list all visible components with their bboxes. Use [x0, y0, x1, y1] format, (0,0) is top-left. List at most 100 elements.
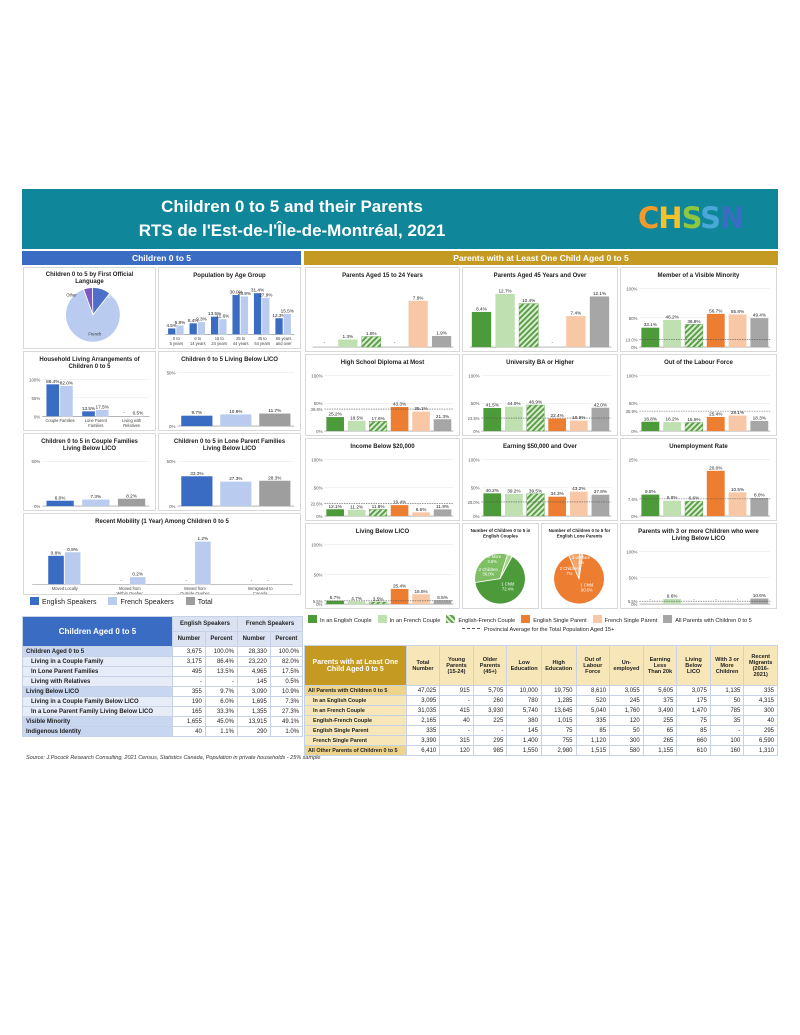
chart-svg-household: Household Living Arrangements ofChildren… [29, 357, 150, 428]
table-cell: 19,750 [540, 685, 577, 696]
bar-label-three_kids-0: - [650, 597, 652, 602]
pie-label-lang-1: English [108, 293, 122, 298]
table-cell: 315 [439, 735, 474, 746]
bar-minority-1 [663, 320, 682, 348]
col-header-3: Percent [269, 631, 304, 647]
y-tick-parent_lico: 100% [311, 542, 322, 547]
bar-parent_lico-3 [390, 588, 409, 605]
bar-label-minority-2: 38.8% [687, 319, 700, 324]
chart-title-household: Children 0 to 5 [69, 364, 112, 370]
y-tick-earning: 50% [471, 486, 480, 491]
bar-label-parent_lico-4: 16.5% [414, 589, 427, 594]
bar-label-highschool-3: 43.3% [393, 402, 406, 407]
bar-label-labour-5: 18.3% [753, 415, 766, 420]
table-row: Living Below LICO 355 9.7% 3,090 10.9% [22, 686, 304, 697]
bar-label-three_kids-3: - [715, 597, 717, 602]
bar-label-unemployment-2: 6.6% [689, 496, 700, 501]
chart-title-couple_lico: Living Below LICO [63, 446, 117, 452]
table-cell: 415 [439, 705, 474, 716]
bar-earning-0 [483, 493, 502, 517]
col-header-6: Un-employed [609, 645, 644, 686]
table-cell: 10,000 [506, 685, 542, 696]
y-tick-household: 50% [31, 396, 40, 401]
chart-panel-labour: Out of the Labour Force 100% 50% 0% 16.8% 16.… [620, 354, 777, 436]
table-cell: 290 [236, 726, 271, 737]
table-cell: 23,220 [236, 656, 271, 667]
table-cell: 7.3% [269, 696, 304, 707]
table-cell: 1,355 [236, 706, 271, 717]
pie-label-couple_kids-1: 2 Children [479, 567, 499, 572]
table-cell: 785 [709, 705, 745, 716]
row-label: Living Below LICO [22, 686, 173, 697]
y-tick-income: 0% [316, 514, 322, 519]
chart-title-lico: Children 0 to 5 Living Below LICO [181, 357, 278, 363]
chart-svg-university: University BA or Higher 100% 50% 0% 41.5% 44.… [468, 360, 612, 434]
pie-label-lone_kids-0: 90.6% [581, 587, 593, 592]
table-cell: 335 [743, 685, 778, 696]
table-cell: 1,515 [575, 745, 611, 756]
table-cell: 165 [172, 706, 206, 717]
chart-panel-lico: Children 0 to 5 Living Below LICO 50% 0% 9.… [158, 351, 301, 431]
table-cell: 495 [172, 666, 206, 677]
pie-label-lone_kids-1: 7% [566, 571, 572, 576]
table-cell: 190 [172, 696, 206, 707]
legend-english: English Speakers [30, 597, 96, 606]
bar-unemployment-0 [641, 494, 660, 517]
bar-earning-3 [548, 496, 567, 517]
bar-labour-5 [750, 420, 769, 432]
bar-mobility-3 [129, 577, 146, 585]
chart-panel-couple_lico: Children 0 to 5 in Couple Families Living… [23, 433, 156, 511]
table-row: In an French Couple 31,035 415 3,930 5,740 13… [304, 705, 778, 716]
table-cell: 28,330 [236, 646, 271, 657]
bar-label-parent_lico-0: 5.7% [330, 595, 341, 600]
table-cell: 120 [609, 715, 644, 726]
chart-panel-three_kids: Parents with 3 or more Children who were… [620, 523, 777, 609]
table-cell: 3,075 [676, 685, 711, 696]
bar-age-5 [219, 319, 227, 335]
x-category-age: 0 to [173, 336, 181, 341]
table-cell: 660 [676, 735, 711, 746]
pie-label-couple_kids-2: 3.6% [487, 559, 497, 564]
pie-label-couple_kids-0: 1 Child [501, 581, 515, 586]
bar-p15_24-2 [361, 336, 382, 348]
table-row: In an English Couple 3,095-260 780 1,285 520… [304, 695, 778, 706]
table-cell: 100.0% [269, 646, 304, 657]
parents-table-title: Parents with at Least One Child Aged 0 t… [304, 645, 407, 686]
table-cell: 3,055 [609, 685, 644, 696]
bar-highschool-5 [433, 419, 452, 432]
chart-svg-earning: Earning $50,000 and Over 100% 50% 0% 40.2% 39… [468, 444, 612, 519]
row-label: In Lone Parent Families [22, 666, 173, 677]
table-cell: 100 [709, 735, 745, 746]
table-cell: 35 [709, 715, 745, 726]
bar-label-parent_lico-3: 25.4% [393, 583, 406, 588]
x-category-mobility: Within Quebec [117, 591, 144, 594]
table-row: English-French Couple 2,165 40 225 380 1,015 3… [304, 715, 778, 726]
bar-minority-2 [684, 324, 704, 348]
x-category-mobility: Canada [253, 591, 268, 594]
bar-label-minority-0: 33.1% [644, 322, 657, 327]
table-cell: 260 [472, 695, 508, 706]
y-tick-lico: 50% [167, 370, 176, 375]
bar-label-university-2: 46.9% [529, 400, 542, 405]
bar-label-three_kids-5: 10.6% [753, 593, 766, 598]
bar-label-p15_24-3: - [394, 340, 396, 345]
chart-svg-p15_24: Parents Aged 15 to 24 Years - 1.3% 1.8% - 7.9… [312, 273, 454, 348]
bar-label-mobility-5: 1.2% [198, 536, 209, 541]
table-cell: 82.0% [269, 656, 304, 667]
chart-title-minority: Member of a Visible Minority [658, 273, 741, 279]
table-row: In Lone Parent Families 495 13.5% 4,965 17.5… [22, 666, 304, 677]
col-header-9: With 3 or More Children [709, 645, 745, 686]
x-category-age: 14 years [190, 341, 206, 346]
chart-panel-highschool: High School Diploma at Most 100% 50% 0% 25.2… [305, 354, 460, 436]
col-header-1: Young Parents (15-24) [439, 645, 474, 686]
bar-unemployment-4 [728, 492, 747, 517]
bar-label-three_kids-1: 9.6% [667, 594, 678, 599]
bar-parent_lico-2 [369, 601, 388, 605]
bar-label-university-1: 44.0% [507, 401, 520, 406]
chart-panel-p15_24: Parents Aged 15 to 24 Years - 1.3% 1.8% - 7.9… [305, 267, 460, 352]
parents-table: Parents with at Least One Child Aged 0 t… [304, 645, 778, 756]
bar-label-university-4: 18.9% [572, 415, 585, 420]
table-cell: 40 [172, 726, 206, 737]
col-group-english: English Speakers [172, 616, 238, 632]
bar-label-earning-1: 39.2% [507, 488, 520, 493]
